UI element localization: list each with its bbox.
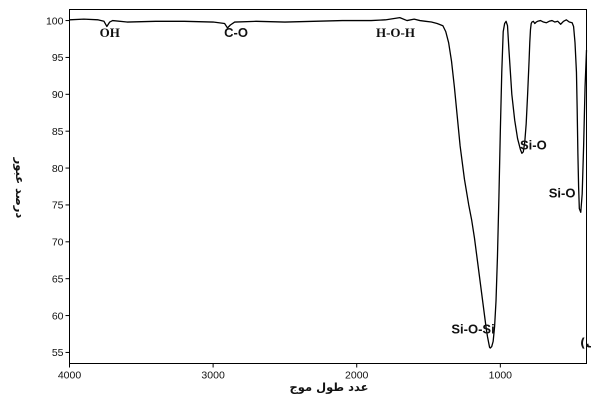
plot-frame: [69, 9, 587, 364]
y-tick-label: 55: [52, 347, 64, 359]
y-tick-label: 80: [52, 163, 64, 175]
peak-annotations: OH C-O H-O-H Si-O Si-O Si-O-Si: [100, 25, 576, 336]
panel-label: (الف): [580, 336, 591, 350]
peak-label: H-O-H: [376, 25, 415, 40]
peak-label: Si-O: [549, 186, 576, 201]
y-tick-label: 65: [52, 273, 64, 285]
y-tick-label: 90: [52, 89, 64, 101]
spectrum-line: [69, 16, 588, 349]
x-tick-label: 3000: [201, 370, 225, 382]
y-tick-label: 70: [52, 237, 64, 249]
y-axis-title: درصد عبور: [12, 157, 27, 219]
x-axis: 4000 3000 2000 1000: [58, 363, 513, 382]
y-tick-label: 95: [52, 52, 64, 64]
y-tick-label: 75: [52, 200, 64, 212]
peak-label: C-O: [224, 25, 248, 40]
y-tick-label: 100: [46, 15, 64, 27]
x-tick-label: 1000: [489, 370, 513, 382]
peak-label: Si-O: [520, 138, 547, 153]
y-tick-label: 60: [52, 310, 64, 322]
peak-label: Si-O-Si: [451, 321, 494, 336]
x-axis-title: عدد طول موج: [289, 380, 368, 395]
y-tick-label: 85: [52, 126, 64, 138]
peak-label: OH: [100, 25, 120, 40]
x-tick-label: 4000: [58, 370, 82, 382]
x-tick-label: 2000: [345, 370, 369, 382]
y-axis: 55 60 65 70 75 80 85 90 95 100: [46, 15, 70, 359]
